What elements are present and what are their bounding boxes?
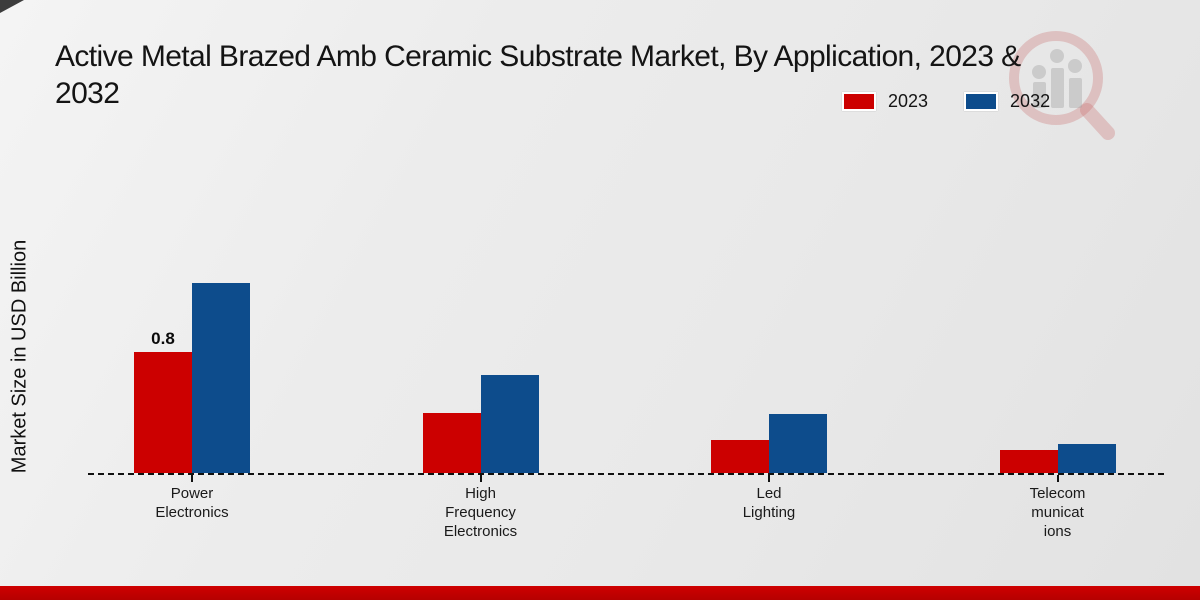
x-axis-tick	[1056, 475, 1059, 482]
category-label-high-frequency-electronics: High Frequency Electronics	[443, 485, 518, 540]
bar-2032-telecommunications	[1057, 444, 1116, 473]
bar-value-label: 0.8	[151, 329, 175, 348]
category-label-led-lighting: Led Lighting	[742, 485, 796, 521]
magnifier-bar-chart-watermark-icon	[1009, 31, 1115, 140]
legend-swatch-2023	[842, 92, 876, 111]
legend-item-2032: 2032	[964, 91, 1050, 112]
legend-label: 2032	[1010, 91, 1051, 111]
legend-swatch-2032	[964, 92, 999, 111]
bar-2023-power-electronics	[134, 352, 192, 473]
footer-band	[0, 586, 1200, 600]
category-label-power-electronics: Power Electronics	[155, 485, 229, 521]
x-axis-tick	[768, 475, 770, 482]
bar-2032-power-electronics	[192, 283, 250, 473]
bar-2023-high-frequency-electronics	[422, 413, 481, 473]
legend: 2023 2032	[842, 91, 1050, 112]
chart-title: Active Metal Brazed Amb Ceramic Substrat…	[55, 38, 1190, 112]
x-axis-tick	[191, 475, 193, 482]
bar-2032-led-lighting	[769, 414, 827, 473]
bar-2023-telecommunications	[999, 450, 1058, 473]
legend-item-2023: 2023	[842, 91, 928, 112]
chart-title-line1: Active Metal Brazed Amb Ceramic Substrat…	[55, 40, 1021, 73]
x-axis-baseline	[88, 473, 1164, 475]
bar-2023-led-lighting	[711, 440, 769, 473]
category-label-telecommunications: Telecom municat ions	[1029, 485, 1086, 540]
bar-2032-high-frequency-electronics	[480, 375, 539, 473]
legend-label: 2023	[888, 91, 929, 111]
chart-title-line2: 2032	[55, 77, 120, 110]
x-axis-tick	[479, 475, 482, 482]
